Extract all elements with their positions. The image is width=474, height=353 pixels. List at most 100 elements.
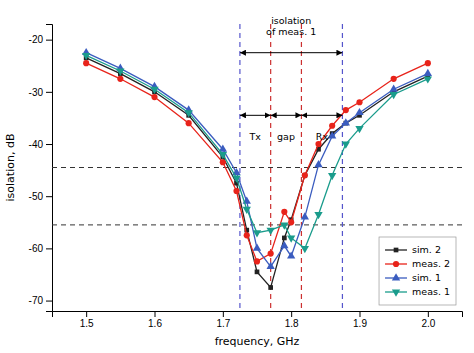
series-point (253, 230, 261, 237)
y-axis-tick-mark (46, 196, 52, 197)
series-point (288, 219, 294, 225)
x-axis-tick: 1.9 (353, 311, 367, 329)
series-point (424, 69, 432, 76)
annotation-text: gap (277, 131, 295, 142)
series-point (220, 159, 226, 165)
series-point (314, 160, 322, 167)
y-axis-tick-label: -30 (29, 87, 44, 98)
series-point (186, 120, 192, 126)
series-point (355, 108, 363, 115)
series (82, 53, 432, 253)
x-axis-line (53, 312, 463, 318)
series-point (301, 212, 309, 219)
vertical-reference-line (342, 24, 343, 311)
chart: 1.51.61.71.81.92.0-70-60-50-40-30-20freq… (0, 0, 474, 353)
legend-swatch-marker (392, 273, 400, 280)
series-point (267, 262, 275, 269)
legend: sim. 2 meas. 2 sim. 1 meas. 1 (379, 237, 456, 305)
series-point (83, 60, 89, 66)
series-point (117, 76, 123, 82)
y-axis-tick-label: -20 (29, 34, 44, 45)
x-axis-tick: 1.5 (80, 311, 94, 329)
y-axis-tick-label: -50 (29, 191, 44, 202)
series-point (219, 152, 227, 159)
plot: 1.51.61.71.81.92.0-70-60-50-40-30-20freq… (4, 15, 463, 348)
series-point (425, 60, 431, 66)
horizontal-reference-line (52, 167, 462, 168)
series (84, 56, 430, 290)
series-line (86, 53, 428, 267)
series-point (244, 232, 250, 238)
series-point (356, 99, 362, 105)
annotation-text-line: gap (277, 131, 295, 142)
series-point (243, 207, 251, 214)
series-point (268, 251, 274, 257)
horizontal-reference-line (52, 224, 462, 225)
series-point (342, 118, 350, 125)
legend-label: meas. 2 (412, 258, 450, 269)
vertical-reference-line (239, 24, 240, 311)
series-point (267, 228, 275, 235)
y-axis-tick: -30 (29, 87, 52, 98)
y-axis-tick-mark (46, 40, 52, 41)
x-axis-tick-label: 1.8 (285, 318, 299, 329)
series-point (254, 258, 260, 264)
series-line (86, 63, 428, 261)
series-point (150, 87, 158, 94)
legend-item: meas. 2 (385, 258, 450, 269)
series-point (390, 84, 398, 91)
x-axis-tick-label: 1.6 (148, 318, 162, 329)
x-axis-title: frequency, GHz (215, 335, 300, 348)
y-axis: -70-60-50-40-30-20 (29, 25, 53, 312)
series-point (281, 209, 287, 215)
x-axis-tick-mark (291, 311, 292, 317)
series-point (82, 53, 90, 60)
series (83, 60, 431, 264)
y-axis-tick-mark (46, 92, 52, 93)
legend-label: meas. 1 (412, 286, 450, 297)
series-point (355, 126, 363, 133)
y-axis-tick-label: -70 (29, 295, 44, 306)
x-axis-tick-label: 1.7 (216, 318, 230, 329)
series-point (232, 176, 240, 183)
x-axis-tick: 1.6 (148, 311, 162, 329)
y-axis-tick-mark (46, 144, 52, 145)
legend-item: sim. 2 (385, 244, 441, 255)
x-axis-tick-mark (223, 311, 224, 317)
series-point (151, 94, 157, 100)
x-axis-tick: 1.7 (216, 311, 230, 329)
series-point (390, 92, 398, 99)
y-axis-tick: -70 (29, 295, 52, 306)
x-axis-tick: 2.0 (421, 311, 435, 329)
y-axis-tick-mark (46, 301, 52, 302)
series-point (253, 244, 261, 251)
series-point (328, 173, 336, 180)
annotation-arrow (240, 115, 271, 116)
x-axis: 1.5 1.6 1.7 1.8 1.9 2.0 (53, 311, 463, 329)
annotation-text-line: Rx (316, 131, 329, 142)
series-point (233, 188, 239, 194)
annotation-text-line: isolation (271, 15, 311, 26)
legend-item: sim. 1 (385, 272, 441, 283)
y-axis-tick: -40 (29, 139, 52, 150)
series-point (280, 222, 288, 229)
x-axis-tick-mark (155, 311, 156, 317)
legend-swatch-marker (394, 248, 399, 253)
series-point (287, 236, 295, 243)
annotations: isolationof meas. 1TxgapRx (240, 15, 342, 142)
series-point (255, 270, 260, 275)
x-axis-tick-mark (86, 311, 87, 317)
annotation-arrow (271, 115, 302, 116)
series-point (268, 285, 273, 290)
series-point (116, 69, 124, 76)
series-point (302, 172, 308, 178)
y-axis-tick: -50 (29, 191, 52, 202)
series-point (302, 173, 307, 178)
annotation-arrow (240, 52, 342, 53)
series-point (342, 142, 350, 149)
data-area (52, 24, 462, 311)
series-point (328, 131, 336, 138)
x-axis-tick-label: 2.0 (421, 318, 435, 329)
series-point (329, 123, 335, 129)
series-point (185, 110, 193, 117)
